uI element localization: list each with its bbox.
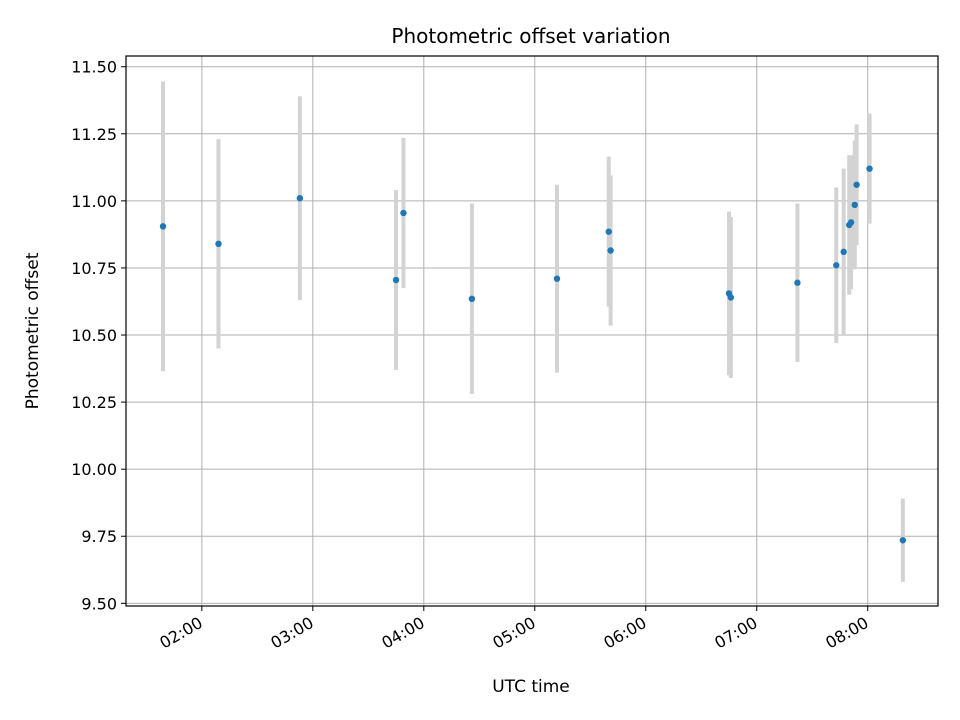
data-point	[392, 276, 400, 284]
y-tick-label: 10.25	[71, 393, 117, 412]
data-point	[899, 537, 907, 544]
data-point	[605, 228, 612, 235]
data-point	[833, 262, 840, 269]
y-tick-label: 11.00	[71, 192, 117, 211]
chart-title: Photometric offset variation	[391, 24, 670, 48]
data-point	[159, 223, 167, 230]
y-tick-label: 11.25	[71, 125, 117, 144]
y-tick-label: 9.50	[81, 594, 117, 613]
data-point	[553, 275, 561, 282]
grid-lines	[126, 56, 938, 606]
data-point	[727, 294, 735, 301]
data-point	[400, 209, 407, 217]
y-axis-label: Photometric offset	[23, 252, 43, 409]
y-tick-label: 10.50	[71, 326, 117, 345]
y-tick-label: 9.75	[81, 527, 117, 546]
data-point	[296, 194, 304, 202]
y-tick-label: 11.50	[71, 58, 117, 77]
data-points	[159, 165, 907, 544]
data-point	[840, 248, 847, 256]
data-point	[866, 165, 873, 172]
data-point	[847, 219, 855, 226]
x-axis-label: UTC time	[492, 677, 570, 697]
y-tick-label: 10.75	[71, 259, 117, 278]
data-point	[468, 295, 476, 303]
data-point	[215, 240, 222, 248]
data-point	[607, 247, 614, 254]
y-axis-ticks: 9.50 9.75 10.00 10.25 10.50 10.75 11.00 11.25 11…	[71, 58, 126, 613]
data-point	[794, 279, 801, 286]
y-tick-label: 10.00	[71, 460, 117, 479]
plot-frame	[125, 55, 939, 607]
data-point	[851, 201, 858, 209]
data-point	[853, 181, 860, 188]
